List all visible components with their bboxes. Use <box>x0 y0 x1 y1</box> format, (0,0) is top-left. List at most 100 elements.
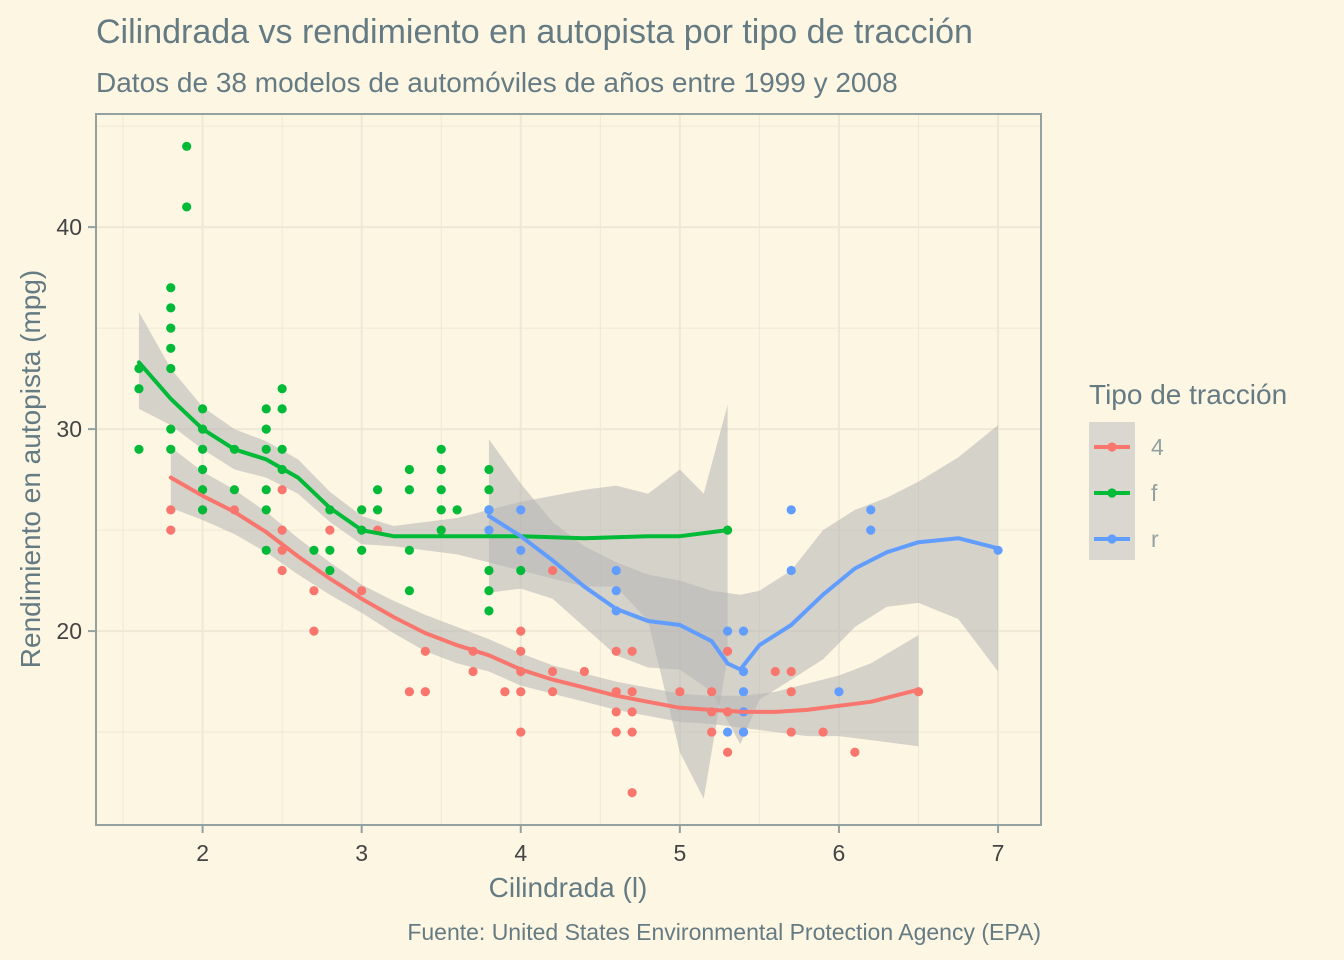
point-4 <box>166 525 176 535</box>
point-4 <box>547 666 558 677</box>
point-r <box>722 626 733 636</box>
point-4 <box>786 666 796 677</box>
legend-keys <box>1094 442 1130 544</box>
point-4 <box>722 747 733 757</box>
ribbon-r <box>488 425 999 745</box>
point-4 <box>166 505 176 515</box>
point-f <box>261 444 271 454</box>
legend-key-point-f <box>1107 488 1117 498</box>
legend-key-point-r <box>1107 534 1117 544</box>
smooth-lines <box>137 360 1000 714</box>
point-f <box>261 424 271 434</box>
point-f <box>182 202 192 212</box>
point-4 <box>404 687 415 697</box>
point-f <box>166 424 176 434</box>
point-f <box>197 464 208 475</box>
y-axis-ticks: 20 30 40 <box>56 214 96 644</box>
point-f <box>166 303 176 313</box>
point-4 <box>516 626 526 636</box>
point-r <box>516 505 526 515</box>
point-f <box>277 404 287 414</box>
point-4 <box>277 565 287 576</box>
point-4 <box>818 727 828 737</box>
y-axis-title: Rendimiento en autopista (mpg) <box>15 270 46 668</box>
point-f <box>197 444 208 454</box>
point-4 <box>722 646 733 656</box>
x-tick-label: 3 <box>355 840 368 866</box>
point-f <box>261 545 271 555</box>
point-f <box>372 505 383 515</box>
point-4 <box>627 788 637 798</box>
legend-label-f: f <box>1151 480 1158 506</box>
point-r <box>738 727 749 737</box>
point-f <box>372 485 383 495</box>
confidence-ribbons <box>138 311 999 799</box>
ribbon-f <box>138 311 728 799</box>
point-r <box>866 505 876 515</box>
point-r <box>738 626 749 636</box>
point-r <box>834 687 844 697</box>
y-tick-label: 40 <box>56 214 82 240</box>
x-tick-label: 4 <box>514 840 527 866</box>
point-4 <box>547 687 558 697</box>
point-4 <box>420 646 430 656</box>
chart-title: Cilindrada vs rendimiento en autopista p… <box>96 13 973 51</box>
ribbon-4 <box>170 447 919 747</box>
point-4 <box>850 747 860 757</box>
point-f <box>166 283 176 293</box>
point-4 <box>627 727 637 737</box>
point-r <box>786 565 796 576</box>
point-f <box>261 404 271 414</box>
point-f <box>436 464 446 475</box>
point-f <box>166 363 176 374</box>
legend-label-r: r <box>1151 526 1159 552</box>
point-4 <box>786 687 796 697</box>
point-4 <box>675 687 685 697</box>
point-f <box>436 485 446 495</box>
point-4 <box>277 485 287 495</box>
point-4 <box>611 707 621 717</box>
point-f <box>436 525 446 535</box>
point-4 <box>500 687 510 697</box>
smooth-line-r <box>487 514 1000 672</box>
point-f <box>277 384 287 394</box>
smooth-line-4 <box>168 475 921 714</box>
point-4 <box>309 626 319 636</box>
point-4 <box>786 727 796 737</box>
point-r <box>738 687 749 697</box>
point-f <box>325 565 335 576</box>
point-f <box>357 545 367 555</box>
point-f <box>134 444 144 454</box>
point-f <box>484 565 494 576</box>
point-f <box>166 323 176 333</box>
point-r <box>484 505 494 515</box>
point-4 <box>770 666 780 677</box>
point-4 <box>627 707 637 717</box>
y-tick-label: 20 <box>56 618 82 644</box>
point-f <box>134 384 144 394</box>
point-4 <box>627 646 637 656</box>
x-tick-label: 2 <box>196 840 209 866</box>
point-r <box>611 586 621 596</box>
point-f <box>309 545 319 555</box>
point-f <box>404 485 415 495</box>
legend-label-4: 4 <box>1151 434 1164 460</box>
point-f <box>197 485 208 495</box>
point-f <box>166 343 176 353</box>
x-axis-title: Cilindrada (l) <box>489 872 648 903</box>
point-f <box>436 444 446 454</box>
point-4 <box>357 586 367 596</box>
point-f <box>197 505 208 515</box>
point-4 <box>707 687 717 697</box>
x-tick-label: 6 <box>833 840 846 866</box>
point-4 <box>611 646 621 656</box>
point-r <box>516 545 526 555</box>
x-axis-ticks: 2 3 4 5 6 7 <box>196 825 1004 866</box>
point-f <box>277 444 287 454</box>
legend: Tipo de tracción 4 f r <box>1089 379 1287 560</box>
point-r <box>722 727 733 737</box>
point-f <box>484 606 494 616</box>
point-f <box>166 444 176 454</box>
point-r <box>786 505 796 515</box>
point-f <box>452 505 462 515</box>
